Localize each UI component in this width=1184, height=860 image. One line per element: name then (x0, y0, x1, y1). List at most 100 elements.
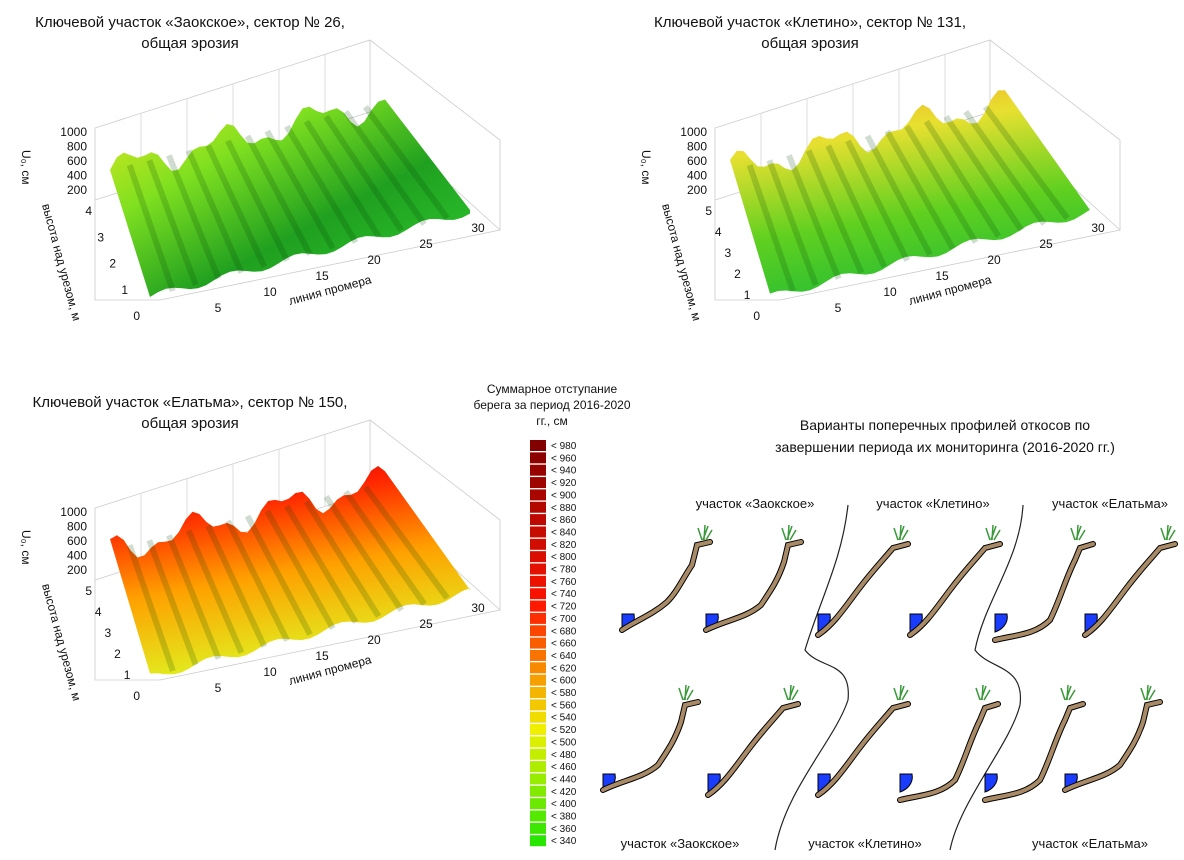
surface-ridge (284, 124, 359, 244)
profiles-title: завершении периода их мониторинга (2016-… (775, 439, 1115, 455)
grass (985, 524, 1001, 541)
surface-ridge (225, 519, 290, 642)
z-tick-label: 200 (67, 563, 87, 577)
legend-label: < 840 (551, 527, 577, 538)
surface-ridge (185, 149, 245, 274)
z-tick-label: 800 (67, 520, 87, 534)
slope-profile (1062, 684, 1163, 793)
x-tick-label: 20 (367, 633, 381, 647)
legend-swatch (530, 798, 546, 810)
z-tick-label: 200 (67, 183, 87, 197)
x-axis-label: линия промера (287, 272, 373, 308)
legend-swatch (530, 489, 546, 501)
legend-label: < 440 (551, 774, 577, 785)
legend-swatch (530, 748, 546, 760)
legend-label: < 820 (551, 540, 577, 551)
legend-label: < 720 (551, 602, 577, 613)
surface-ridge (126, 544, 176, 672)
surface-ridge (264, 129, 336, 250)
legend-swatch (530, 822, 546, 834)
legend-title: Суммарное отступание (487, 382, 618, 396)
x-tick-label: 15 (315, 649, 329, 663)
legend-label: < 860 (551, 515, 577, 526)
z-tick-label: 600 (67, 534, 87, 548)
legend-label: < 540 (551, 713, 577, 724)
legend-swatch (530, 785, 546, 797)
legend-swatch (530, 699, 546, 711)
y-tick-label: 0 (133, 309, 140, 323)
legend-label: < 340 (551, 836, 577, 847)
surface (110, 466, 470, 675)
legend-label: < 460 (551, 762, 577, 773)
grass (975, 684, 991, 701)
legend-swatch (530, 711, 546, 723)
grass (1140, 684, 1156, 701)
legend-label: < 880 (551, 503, 577, 514)
legend-label: < 560 (551, 700, 577, 711)
surface-ridge (303, 499, 382, 618)
legend-label: < 360 (551, 824, 577, 835)
legend-swatch (530, 637, 546, 649)
slope-profile (815, 524, 911, 638)
legend-swatch (530, 687, 546, 698)
surface-ridge (825, 144, 888, 268)
plot-title: общая эрозия (141, 35, 238, 52)
plot-title: общая эрозия (761, 35, 858, 52)
divider (774, 504, 849, 851)
surface-ridge (923, 119, 1002, 238)
legend-swatch (530, 773, 546, 785)
y-tick-label: 1 (124, 668, 131, 682)
plot-title: Ключевой участок «Заокское», сектор № 26… (35, 14, 345, 31)
water (994, 613, 1008, 633)
legend-label: < 500 (551, 737, 577, 748)
z-axis-label: U₀, см (19, 530, 33, 565)
x-tick-label: 25 (1039, 237, 1053, 251)
y-axis-label: высота над урезом, м (659, 202, 704, 322)
y-tick-label: 1 (121, 283, 128, 297)
z-tick-label: 1000 (60, 125, 87, 139)
legend-label: < 480 (551, 750, 577, 761)
x-tick-label: 10 (883, 285, 897, 299)
x-tick-label: 25 (419, 237, 433, 251)
x-tick-label: 30 (1091, 221, 1105, 235)
surface-ridge (746, 164, 796, 292)
grass (697, 524, 713, 541)
surface-ridge (982, 105, 1070, 220)
plot-title: Ключевой участок «Клетино», сектор № 131… (654, 14, 966, 31)
legend-label: < 520 (551, 725, 577, 736)
x-tick-label: 20 (367, 253, 381, 267)
legend-swatch (530, 551, 546, 563)
surface-ridge (264, 509, 336, 630)
y-tick-label: 4 (95, 605, 102, 619)
profile-label: участок «Клетино» (808, 836, 921, 851)
legend-label: < 600 (551, 676, 577, 687)
legend-swatch (530, 538, 546, 550)
slope-profile (897, 684, 1001, 803)
slope (601, 700, 700, 792)
surface (730, 90, 1090, 294)
y-tick-label: 3 (725, 246, 732, 260)
slope-profile (992, 524, 1096, 643)
legend-label: < 700 (551, 614, 577, 625)
slope (908, 542, 1002, 637)
legend-label: < 580 (551, 688, 577, 699)
grass (783, 684, 799, 701)
y-tick-label: 3 (105, 626, 112, 640)
profile-label: участок «Елатьма» (1052, 496, 1168, 511)
legend-swatch (530, 736, 546, 748)
profiles: Варианты поперечных профилей откосов по з… (600, 417, 1178, 851)
y-tick-label: 2 (734, 267, 741, 281)
legend-label: < 920 (551, 478, 577, 489)
legend-swatch (530, 625, 546, 637)
y-tick-label: 5 (85, 584, 92, 598)
surface-ridge (244, 134, 313, 256)
legend-label: < 900 (551, 490, 577, 501)
y-tick-label: 0 (133, 689, 140, 703)
y-tick-label: 2 (114, 647, 121, 661)
plot-title: Ключевой участок «Елатьма», сектор № 150… (33, 394, 348, 411)
slope (983, 702, 1085, 802)
legend-label: < 680 (551, 626, 577, 637)
z-tick-label: 800 (687, 140, 707, 154)
z-tick-label: 600 (687, 154, 707, 168)
water (984, 773, 998, 793)
